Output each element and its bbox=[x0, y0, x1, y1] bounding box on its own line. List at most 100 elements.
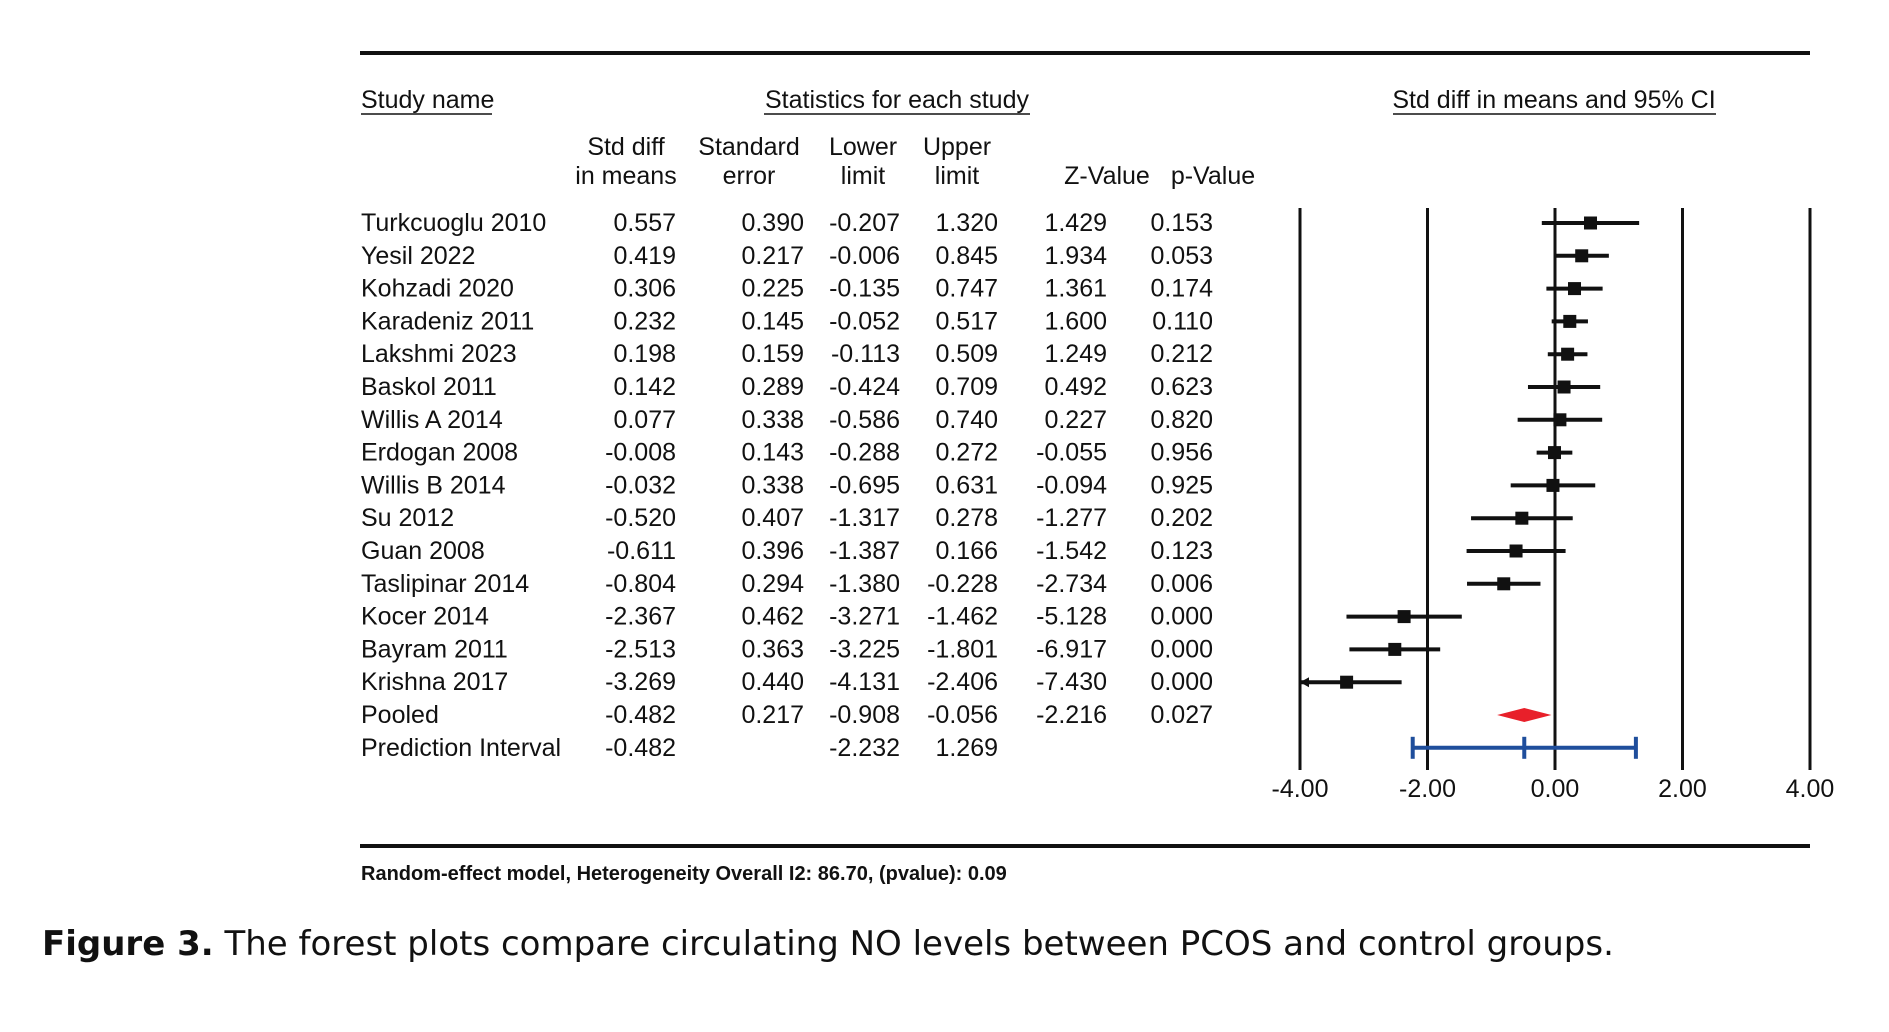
cell-smd: -0.520 bbox=[605, 504, 676, 532]
cell-lower: -0.288 bbox=[829, 439, 900, 467]
cell-se: 0.294 bbox=[741, 570, 804, 598]
cell-upper: 0.845 bbox=[935, 242, 998, 270]
column-header-z-line-2: Z-Value bbox=[1064, 162, 1150, 190]
ci-truncation-arrow bbox=[1300, 677, 1309, 688]
cell-z: -5.128 bbox=[1036, 603, 1107, 631]
cell-smd: -0.482 bbox=[605, 701, 676, 729]
cell-lower: -2.232 bbox=[829, 734, 900, 762]
cell-z: 1.934 bbox=[1044, 242, 1107, 270]
cell-upper: -1.801 bbox=[927, 635, 998, 663]
effect-marker bbox=[1547, 446, 1561, 460]
cell-p: 0.110 bbox=[1152, 307, 1213, 335]
footnote: Random-effect model, Heterogeneity Overa… bbox=[361, 863, 1007, 885]
cell-smd: -0.008 bbox=[605, 439, 676, 467]
row-label: Pooled bbox=[361, 701, 439, 729]
effect-marker bbox=[1561, 347, 1575, 361]
plot-area: -4.00 -2.00 0.00 2.00 4.00 bbox=[1272, 208, 1834, 803]
cell-se: 0.363 bbox=[741, 635, 804, 663]
cell-p: 0.956 bbox=[1150, 439, 1213, 467]
x-tick-label: -2.00 bbox=[1399, 775, 1456, 803]
column-header-lower-line-1: Lower bbox=[829, 133, 897, 161]
cell-upper: 0.740 bbox=[935, 406, 998, 434]
row-label: Baskol 2011 bbox=[361, 373, 497, 401]
cell-z: 1.249 bbox=[1044, 340, 1107, 368]
column-header-lower-line-2: limit bbox=[841, 162, 885, 190]
cell-z: -1.277 bbox=[1036, 504, 1107, 532]
row-label: Karadeniz 2011 bbox=[361, 307, 534, 335]
effect-marker bbox=[1553, 413, 1567, 427]
table-rows: Turkcuoglu 2010 0.557 0.390 -0.207 1.320 1.42… bbox=[361, 209, 1213, 762]
row-label: Bayram 2011 bbox=[361, 635, 508, 663]
cell-upper: -2.406 bbox=[927, 668, 998, 696]
cell-p: 0.212 bbox=[1150, 340, 1213, 368]
cell-upper: 0.747 bbox=[935, 275, 998, 303]
column-header-upper-line-2: limit bbox=[935, 162, 979, 190]
cell-se: 0.407 bbox=[741, 504, 804, 532]
cell-z: 0.227 bbox=[1044, 406, 1107, 434]
caption-label: Figure 3. bbox=[42, 924, 214, 964]
cell-smd: -0.804 bbox=[605, 570, 676, 598]
cell-upper: 0.278 bbox=[935, 504, 998, 532]
cell-p: 0.027 bbox=[1150, 701, 1213, 729]
cell-smd: -2.367 bbox=[605, 603, 676, 631]
cell-smd: 0.232 bbox=[613, 307, 676, 335]
cell-upper: 0.509 bbox=[935, 340, 998, 368]
cell-se: 0.217 bbox=[741, 701, 804, 729]
cell-upper: 0.631 bbox=[935, 471, 998, 499]
cell-lower: -0.586 bbox=[829, 406, 900, 434]
cell-z: 1.429 bbox=[1044, 209, 1107, 237]
cell-z: -6.917 bbox=[1036, 635, 1107, 663]
cell-z: -0.094 bbox=[1036, 471, 1107, 499]
effect-marker bbox=[1563, 314, 1577, 328]
row-label: Guan 2008 bbox=[361, 537, 485, 565]
cell-p: 0.925 bbox=[1150, 471, 1213, 499]
cell-se: 0.225 bbox=[741, 275, 804, 303]
cell-lower: -0.113 bbox=[831, 340, 900, 368]
column-header-smd-line-1: Std diff bbox=[587, 133, 664, 161]
cell-smd: 0.077 bbox=[613, 406, 676, 434]
ci-header: Std diff in means and 95% CI bbox=[1392, 86, 1715, 114]
cell-z: 1.361 bbox=[1044, 275, 1107, 303]
effect-marker bbox=[1568, 282, 1582, 296]
cell-smd: -3.269 bbox=[605, 668, 676, 696]
effect-marker bbox=[1397, 610, 1411, 624]
cell-smd: 0.419 bbox=[613, 242, 676, 270]
cell-lower: -0.052 bbox=[829, 307, 900, 335]
cell-se: 0.462 bbox=[741, 603, 804, 631]
effect-marker bbox=[1546, 478, 1560, 492]
column-header-p-line-2: p-Value bbox=[1171, 162, 1255, 190]
cell-se: 0.338 bbox=[741, 471, 804, 499]
cell-z: -2.734 bbox=[1036, 570, 1107, 598]
x-tick-label: 0.00 bbox=[1531, 775, 1580, 803]
cell-smd: -0.482 bbox=[605, 734, 676, 762]
effect-marker bbox=[1584, 216, 1598, 230]
cell-smd: 0.557 bbox=[613, 209, 676, 237]
row-label: Willis B 2014 bbox=[361, 471, 506, 499]
cell-smd: 0.306 bbox=[613, 275, 676, 303]
cell-smd: 0.198 bbox=[613, 340, 676, 368]
effect-marker bbox=[1557, 380, 1571, 394]
row-label: Su 2012 bbox=[361, 504, 454, 532]
row-label: Lakshmi 2023 bbox=[361, 340, 517, 368]
cell-upper: 1.320 bbox=[935, 209, 998, 237]
effect-marker bbox=[1509, 544, 1523, 558]
pooled-diamond bbox=[1497, 708, 1552, 722]
statistics-header: Statistics for each study bbox=[765, 86, 1030, 114]
cell-p: 0.123 bbox=[1150, 537, 1213, 565]
cell-lower: -1.387 bbox=[829, 537, 900, 565]
cell-z: 0.492 bbox=[1044, 373, 1107, 401]
cell-p: 0.006 bbox=[1150, 570, 1213, 598]
cell-lower: -1.317 bbox=[829, 504, 900, 532]
cell-se: 0.338 bbox=[741, 406, 804, 434]
row-label: Erdogan 2008 bbox=[361, 439, 518, 467]
cell-upper: -0.228 bbox=[927, 570, 998, 598]
row-label: Krishna 2017 bbox=[361, 668, 508, 696]
cell-smd: -0.032 bbox=[605, 471, 676, 499]
cell-p: 0.202 bbox=[1150, 504, 1213, 532]
x-tick-label: -4.00 bbox=[1272, 775, 1329, 803]
column-header-smd-line-2: in means bbox=[575, 162, 676, 190]
cell-upper: 0.709 bbox=[935, 373, 998, 401]
study-name-header: Study name bbox=[361, 86, 494, 114]
cell-se: 0.289 bbox=[741, 373, 804, 401]
